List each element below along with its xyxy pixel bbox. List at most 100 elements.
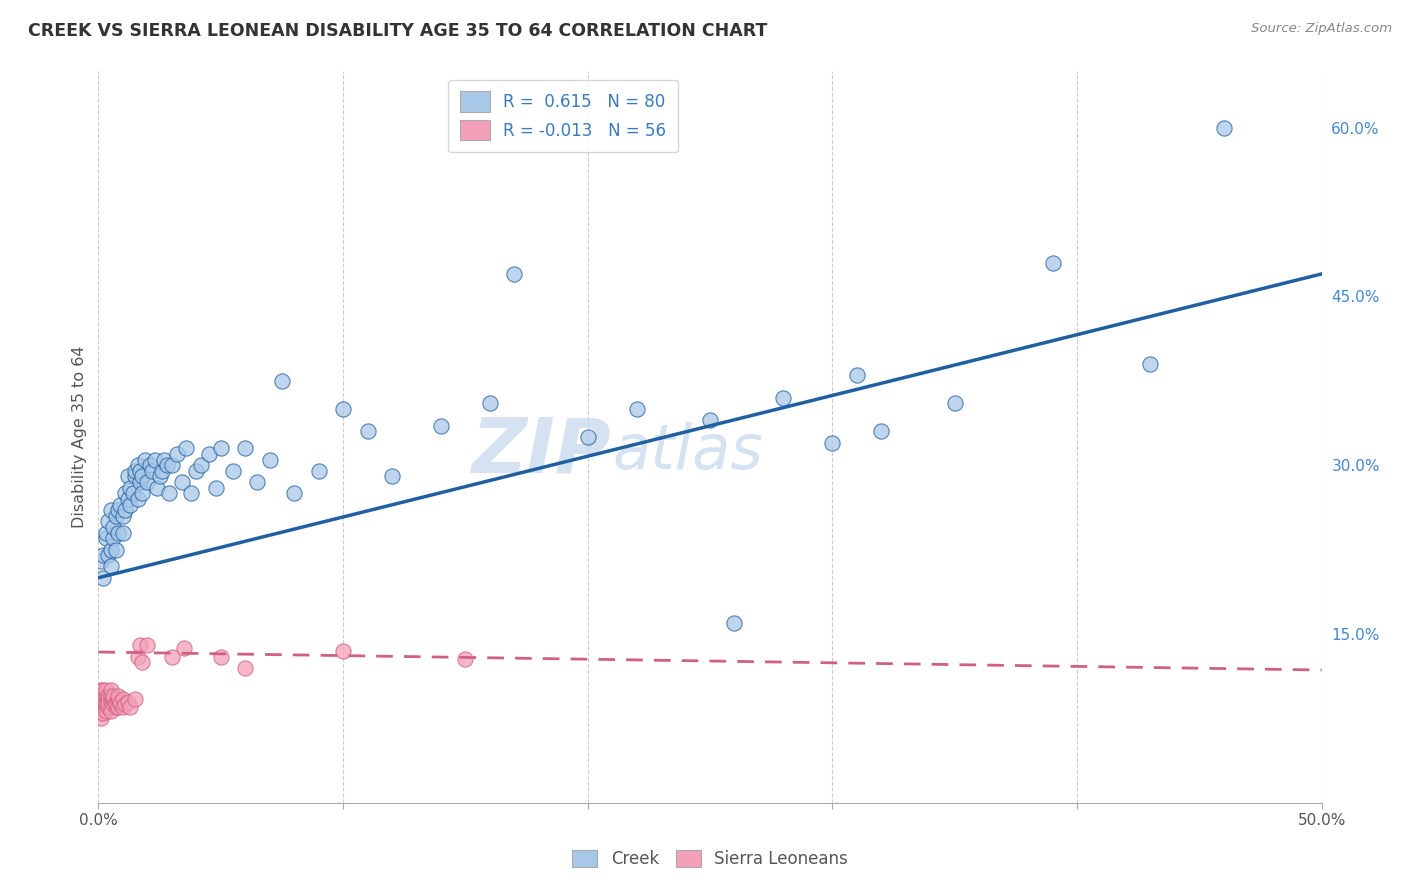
Point <box>478 396 501 410</box>
Point <box>90 683 112 698</box>
Point <box>111 508 134 523</box>
Point <box>170 475 193 489</box>
Point <box>149 469 172 483</box>
Point <box>110 697 132 711</box>
Point <box>233 442 256 456</box>
Point <box>91 700 114 714</box>
Point <box>104 700 127 714</box>
Point <box>131 655 153 669</box>
Point <box>124 464 146 478</box>
Point <box>626 401 648 416</box>
Text: CREEK VS SIERRA LEONEAN DISABILITY AGE 35 TO 64 CORRELATION CHART: CREEK VS SIERRA LEONEAN DISABILITY AGE 3… <box>28 22 768 40</box>
Y-axis label: Disability Age 35 to 64: Disability Age 35 to 64 <box>72 346 87 528</box>
Point <box>91 689 114 703</box>
Point <box>94 532 117 546</box>
Point <box>114 697 136 711</box>
Point <box>94 697 117 711</box>
Point <box>117 694 139 708</box>
Point <box>143 452 166 467</box>
Point <box>186 464 208 478</box>
Point <box>100 694 122 708</box>
Point <box>111 700 134 714</box>
Point <box>97 692 120 706</box>
Point <box>117 491 139 506</box>
Point <box>120 481 142 495</box>
Point <box>110 498 132 512</box>
Point <box>157 486 180 500</box>
Point <box>136 638 159 652</box>
Point <box>209 442 232 456</box>
Point <box>134 452 156 467</box>
Point <box>114 503 136 517</box>
Point <box>107 503 129 517</box>
Point <box>97 548 120 562</box>
Point <box>111 692 134 706</box>
Point <box>270 374 294 388</box>
Point <box>259 452 281 467</box>
Point <box>129 638 152 652</box>
Point <box>233 661 256 675</box>
Point <box>308 464 330 478</box>
Point <box>100 559 122 574</box>
Point <box>117 469 139 483</box>
Point <box>97 689 120 703</box>
Point <box>90 689 112 703</box>
Point <box>190 458 212 473</box>
Point <box>454 652 477 666</box>
Point <box>160 458 183 473</box>
Point <box>104 694 127 708</box>
Point <box>153 452 176 467</box>
Point <box>131 469 153 483</box>
Point <box>699 413 721 427</box>
Point <box>114 486 136 500</box>
Point <box>90 694 112 708</box>
Point <box>100 683 122 698</box>
Point <box>173 640 195 655</box>
Point <box>870 425 893 439</box>
Point <box>332 644 354 658</box>
Point <box>111 525 134 540</box>
Point <box>127 458 149 473</box>
Point <box>845 368 868 383</box>
Point <box>94 525 117 540</box>
Point <box>107 692 129 706</box>
Point <box>121 486 143 500</box>
Point <box>90 711 112 725</box>
Point <box>107 689 129 703</box>
Point <box>176 442 198 456</box>
Text: Source: ZipAtlas.com: Source: ZipAtlas.com <box>1251 22 1392 36</box>
Point <box>166 447 188 461</box>
Point <box>107 525 129 540</box>
Point <box>576 430 599 444</box>
Point <box>100 503 122 517</box>
Point <box>180 486 202 500</box>
Point <box>723 615 745 630</box>
Point <box>104 697 127 711</box>
Point <box>283 486 305 500</box>
Point <box>104 542 127 557</box>
Point <box>97 700 120 714</box>
Point <box>90 692 112 706</box>
Point <box>141 464 163 478</box>
Point <box>90 700 112 714</box>
Point <box>503 267 526 281</box>
Point <box>129 475 152 489</box>
Point <box>129 464 152 478</box>
Point <box>97 697 120 711</box>
Point <box>101 520 124 534</box>
Point <box>101 692 124 706</box>
Point <box>94 689 117 703</box>
Text: atlas: atlas <box>612 422 763 482</box>
Point <box>101 697 124 711</box>
Point <box>107 700 129 714</box>
Point <box>97 515 120 529</box>
Point <box>100 689 122 703</box>
Point <box>146 481 169 495</box>
Point <box>90 697 112 711</box>
Point <box>100 704 122 718</box>
Point <box>104 508 127 523</box>
Point <box>91 571 114 585</box>
Point <box>91 683 114 698</box>
Point <box>94 700 117 714</box>
Point <box>160 649 183 664</box>
